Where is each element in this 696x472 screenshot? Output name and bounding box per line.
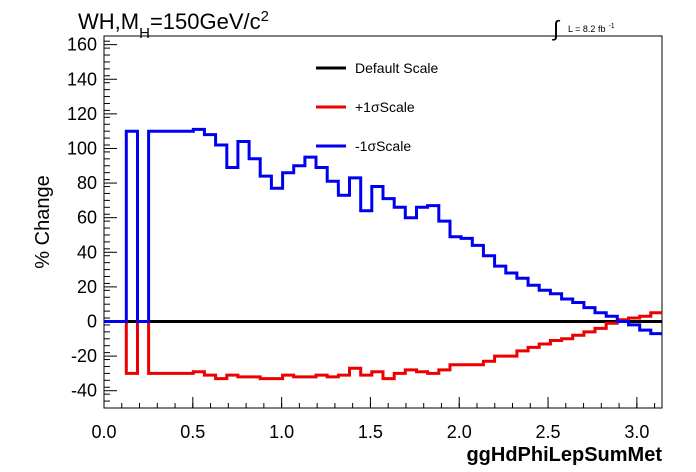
y-tick-label: 20 xyxy=(77,277,97,297)
y-tick-label: 120 xyxy=(67,104,97,124)
lumi-label: L = 8.2 fb -1 xyxy=(568,23,615,34)
legend: Default Scale +1σScale -1σScale xyxy=(316,60,438,154)
title-superscript: 2 xyxy=(261,8,269,25)
x-tick-label: 0.5 xyxy=(180,422,205,442)
y-tick-label: 160 xyxy=(67,35,97,55)
y-tick-label: 140 xyxy=(67,69,97,89)
axis-ticks: 0.0 0.5 1.0 1.5 2.0 2.5 3.0 -40 -20 0 20 40 60 80 100 1… xyxy=(67,35,656,442)
y-axis-title: % Change xyxy=(32,175,54,268)
legend-entry: +1σScale xyxy=(355,99,415,115)
title-subscript: H xyxy=(139,25,150,42)
lumi-superscript: -1 xyxy=(608,23,614,30)
x-tick-label: 1.0 xyxy=(269,422,294,442)
x-tick-label: 2.0 xyxy=(447,422,472,442)
series-layer xyxy=(104,127,662,381)
chart-title: WH,MH=150GeV/c2 xyxy=(78,8,269,42)
lumi-text: L = 8.2 fb xyxy=(568,24,605,34)
legend-entry: Default Scale xyxy=(355,60,438,76)
y-tick-label: 40 xyxy=(77,242,97,262)
series-line-2 xyxy=(104,311,662,381)
lumi-integral: ∫ xyxy=(551,16,561,41)
x-tick-label: 2.5 xyxy=(536,422,561,442)
plot-frame xyxy=(103,35,663,409)
y-tick-label: 100 xyxy=(67,138,97,158)
y-tick-label: 0 xyxy=(87,311,97,331)
x-tick-label: 0.0 xyxy=(91,422,116,442)
title-rest: =150GeV/c xyxy=(150,9,261,34)
y-tick-label: 60 xyxy=(77,208,97,228)
x-tick-label: 3.0 xyxy=(624,422,649,442)
x-tick-label: 1.5 xyxy=(358,422,383,442)
x-axis-title: ggHdPhiLepSumMet xyxy=(466,444,662,466)
legend-entry: -1σScale xyxy=(355,138,411,154)
title-main: WH,M xyxy=(78,9,139,34)
y-tick-label: 80 xyxy=(77,173,97,193)
y-tick-label: -40 xyxy=(71,381,97,401)
series-line-3 xyxy=(104,127,662,336)
y-tick-label: -20 xyxy=(71,346,97,366)
